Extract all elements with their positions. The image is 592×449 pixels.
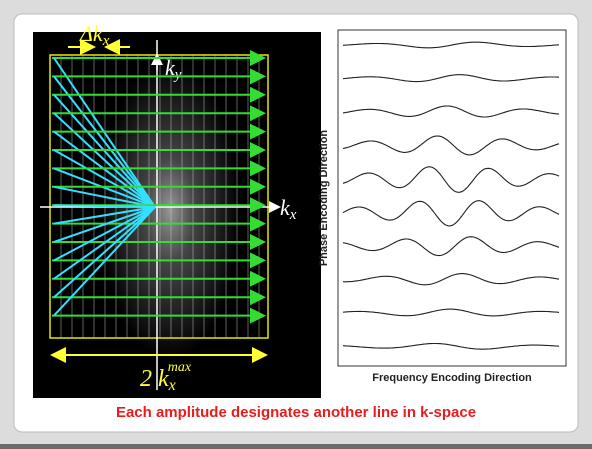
- caption: Each amplitude designates another line i…: [116, 404, 476, 421]
- y-axis-label: Phase Encoding Direction: [318, 130, 330, 267]
- waveform-panel: Phase Encoding Direction Frequency Encod…: [318, 30, 566, 384]
- kspace-image: Δkx ky kx 2 kxmax: [33, 21, 321, 398]
- slide-frame: Δkx ky kx 2 kxmax Phase Encoding Directi…: [0, 0, 592, 444]
- x-axis-label: Frequency Encoding Direction: [372, 372, 532, 384]
- waveform-box: [338, 30, 566, 366]
- slide: Δkx ky kx 2 kxmax Phase Encoding Directi…: [0, 0, 592, 444]
